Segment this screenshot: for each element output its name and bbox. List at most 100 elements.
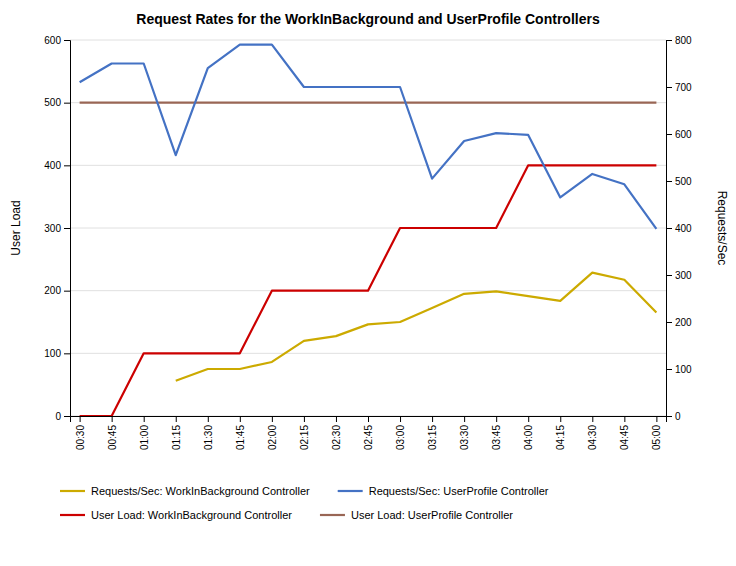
tick-label: 04:45 [619,425,630,450]
tick-label: 00:30 [75,425,86,450]
grid-line [70,102,666,103]
tick-mark [368,416,369,422]
tick-mark [666,369,672,370]
tick-label: 02:30 [331,425,342,450]
tick-mark [64,228,70,229]
tick-label: 100 [675,364,692,375]
tick-label: 01:30 [203,425,214,450]
tick: 03:45 [491,416,502,450]
tick-mark [304,416,305,422]
tick-label: 03:30 [459,425,470,450]
tick-label: 0 [55,411,61,422]
legend-swatch [320,514,345,516]
tick-mark [666,416,672,417]
tick: 02:45 [363,416,374,450]
tick: 02:00 [267,416,278,450]
tick-label: 04:30 [587,425,598,450]
tick-mark [666,275,672,276]
tick: 01:00 [139,416,150,450]
tick: 0 [666,411,681,422]
tick-label: 200 [44,285,61,296]
legend-label: User Load: WorkInBackground Controller [91,509,292,521]
tick: 600 [666,129,692,140]
tick-mark [464,416,465,422]
tick-mark [208,416,209,422]
tick: 00:45 [107,416,118,450]
legend-item: User Load: UserProfile Controller [320,509,513,521]
tick-mark [64,353,70,354]
chart: 00:30 00:45 01:00 01:15 01:30 01:45 02:00 02:15… [0,0,736,566]
axis-line [71,417,667,423]
y2-axis-title: Requests/Sec [715,191,729,266]
tick-label: 200 [675,317,692,328]
tick-mark [336,416,337,422]
plot: 00:30 00:45 01:00 01:15 01:30 01:45 02:00 02:15… [44,35,692,450]
series-line [80,45,657,229]
tick-mark [560,416,561,422]
tick: 04:30 [587,416,598,450]
y-axis: 0100200300400500600 [44,35,70,422]
tick: 300 [666,270,692,281]
tick-label: 02:15 [299,425,310,450]
tick: 800 [666,35,692,46]
tick-mark [666,87,672,88]
tick: 700 [666,82,692,93]
tick-label: 100 [44,348,61,359]
tick-mark [666,40,672,41]
tick: 05:00 [651,416,662,450]
series-line [80,102,657,104]
x-axis: 00:30 00:45 01:00 01:15 01:30 01:45 02:00 02:15… [71,416,667,450]
legend: Requests/Sec: WorkInBackground Controlle… [60,485,549,521]
tick: 04:15 [555,416,566,450]
tick-label: 500 [44,97,61,108]
tick-label: 600 [675,129,692,140]
axis-line [667,41,673,417]
tick-mark [592,416,593,422]
tick: 01:45 [235,416,246,450]
tick-mark [64,40,70,41]
tick: 04:00 [523,416,534,450]
grid-line [70,228,666,229]
tick-mark [624,416,625,422]
tick-mark [64,291,70,292]
tick-mark [112,416,113,422]
tick-mark [64,416,70,417]
tick-label: 02:45 [363,425,374,450]
tick-mark [64,103,70,104]
legend-label: User Load: UserProfile Controller [351,509,513,521]
tick-mark [64,165,70,166]
axis-line [64,41,71,417]
tick-label: 400 [44,160,61,171]
tick: 200 [44,285,70,296]
grid-line [70,40,666,41]
tick-label: 600 [44,35,61,46]
legend-item: Requests/Sec: WorkInBackground Controlle… [60,485,310,497]
tick: 01:15 [171,416,182,450]
title: Request Rates for the WorkInBackground a… [136,11,600,27]
tick: 02:30 [331,416,342,450]
tick-mark [666,228,672,229]
tick-label: 0 [675,411,681,422]
y-axis-title: User Load [9,200,23,255]
tick-mark [666,322,672,323]
tick-label: 04:00 [523,425,534,450]
tick-mark [400,416,401,422]
tick: 03:15 [427,416,438,450]
tick: 100 [44,348,70,359]
tick: 02:15 [299,416,310,450]
tick-mark [496,416,497,422]
tick: 00:30 [75,416,86,450]
tick-label: 300 [675,270,692,281]
tick-mark [80,416,81,422]
tick-label: 00:45 [107,425,118,450]
legend-label: Requests/Sec: WorkInBackground Controlle… [91,485,310,497]
tick: 400 [44,160,70,171]
series-line [176,273,657,381]
tick-mark [528,416,529,422]
tick-label: 01:15 [171,425,182,450]
legend-label: Requests/Sec: UserProfile Controller [369,485,549,497]
tick: 400 [666,223,692,234]
legend-swatch [338,490,363,492]
tick-mark [666,181,672,182]
tick-label: 03:00 [395,425,406,450]
